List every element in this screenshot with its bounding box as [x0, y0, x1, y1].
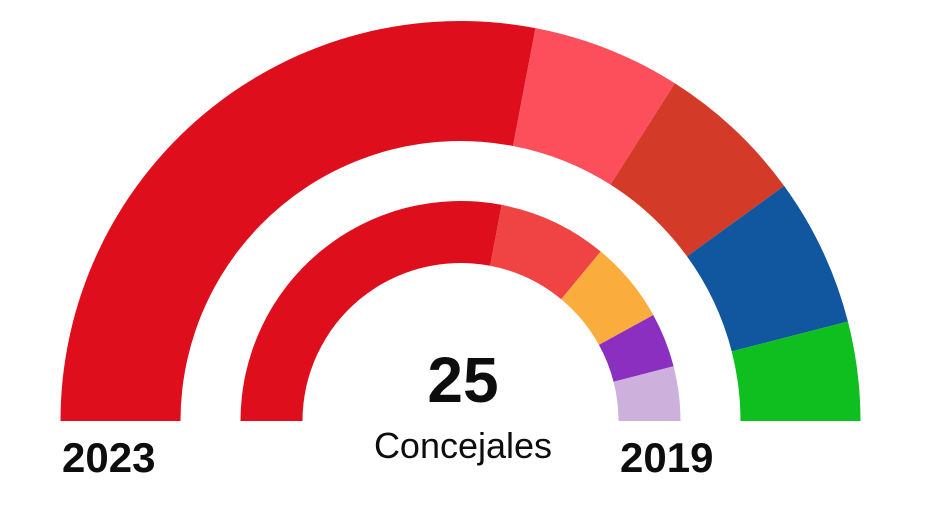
ring-2019-segment-0 — [240, 201, 502, 421]
total-seats-label: Concejales — [373, 425, 553, 466]
ring-2019-segment-3 — [598, 315, 674, 382]
ring-2019-segment-2 — [561, 251, 654, 345]
ring-2019-segment-4 — [613, 366, 681, 421]
ring-label-2019: 2019 — [620, 434, 714, 481]
ring-2023-segment-4 — [731, 321, 861, 421]
total-seats-value: 25 — [427, 344, 499, 416]
ring-2019-segment-1 — [490, 204, 601, 300]
ring-2023-segment-2 — [610, 83, 785, 257]
ring-2023-segment-3 — [687, 185, 848, 352]
ring-2023-segment-0 — [60, 21, 536, 421]
ring-label-2023: 2023 — [62, 434, 156, 481]
ring-2023-segment-1 — [512, 28, 675, 185]
